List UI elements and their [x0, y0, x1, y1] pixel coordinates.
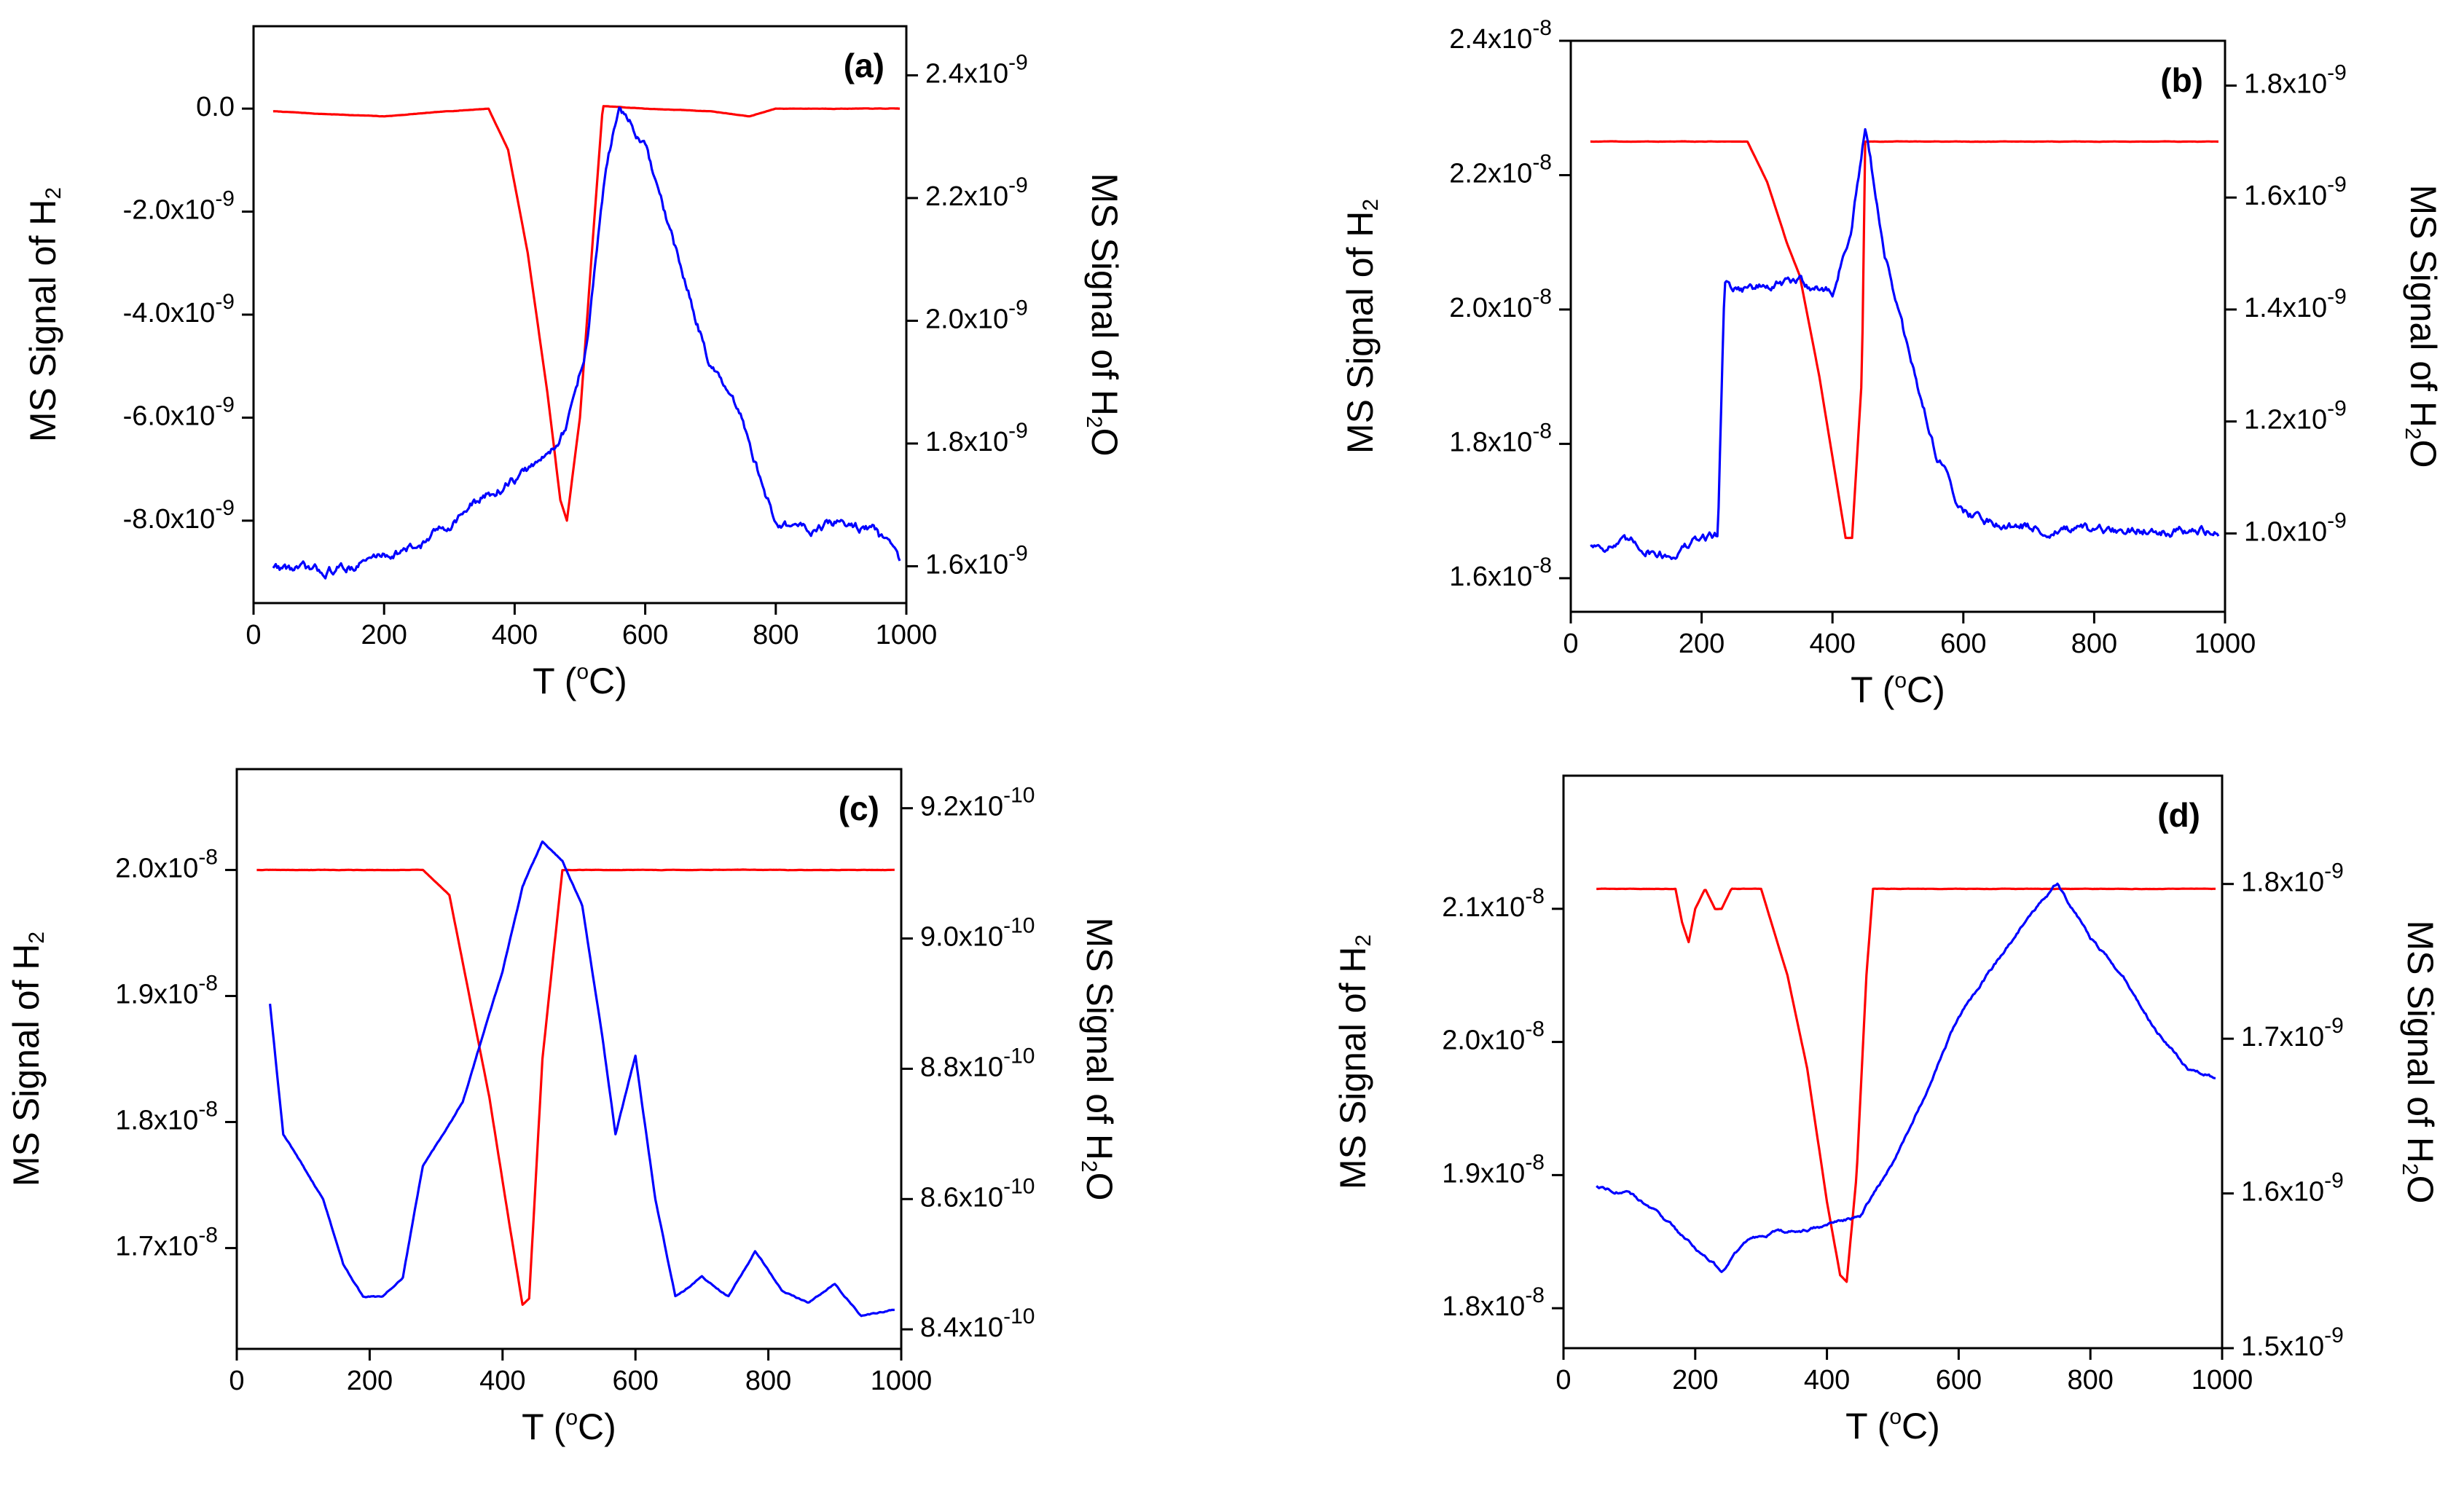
y-left-tick-label: -6.0x10-9 [123, 393, 235, 431]
x-tick-label: 1000 [871, 1366, 933, 1396]
x-tick-label: 200 [347, 1366, 393, 1396]
y-left-tick-label: -8.0x10-9 [123, 496, 235, 535]
y-right-tick-label: 1.5x10-9 [2241, 1323, 2344, 1362]
y-right-tick-label: 8.6x10-10 [920, 1174, 1035, 1213]
x-axis-title: T (oC) [533, 660, 627, 701]
y-right-tick-label: 1.8x10-9 [925, 419, 1028, 457]
y-left-tick-label: 2.0x10-8 [115, 845, 218, 883]
x-tick-label: 1000 [2192, 1365, 2253, 1396]
panel-label: (d) [2157, 796, 2200, 834]
panel-label: (a) [844, 47, 884, 84]
y-right-tick-label: 1.7x10-9 [2241, 1014, 2344, 1052]
x-axis-title: T (oC) [1851, 669, 1945, 710]
y-right-tick-label: 9.0x10-10 [920, 913, 1035, 952]
x-tick-label: 1000 [876, 620, 938, 650]
x-tick-label: 200 [361, 620, 407, 650]
y-left-tick-label: 1.7x10-8 [115, 1223, 218, 1261]
series-line-h2o [1590, 127, 2220, 560]
x-tick-label: 400 [1804, 1365, 1850, 1396]
x-tick-label: 200 [1672, 1365, 1718, 1396]
y-right-axis-title: MS Signal of H2O [1077, 917, 1120, 1200]
plot-frame [235, 768, 903, 1350]
y-left-axis-title: MS Signal of H2 [1340, 199, 1383, 454]
y-left-tick-label: -2.0x10-9 [123, 186, 235, 225]
panel-a: 0 200 400 600 800 1000 -8.0x10-9 -6.0x10-9 -4.0x… [23, 25, 1125, 701]
series-line-h2 [1590, 140, 2218, 540]
y-right-tick-label: 8.4x10-10 [920, 1304, 1035, 1343]
x-tick-label: 0 [229, 1366, 244, 1396]
plot-frame [1562, 774, 2224, 1350]
panel-d: 0 200 400 600 800 1000 1.8x10-8 1.9x10-8 2.0x10-… [1333, 774, 2441, 1446]
y-left-tick-label: 2.0x10-8 [1449, 285, 1552, 323]
panel-label: (c) [839, 790, 879, 827]
x-axis-title: T (oC) [1845, 1405, 1940, 1446]
panel-b: 0 200 400 600 800 1000 1.6x10-8 1.8x10-8 2.0x10-… [1340, 16, 2444, 710]
y-right-axis-title: MS Signal of H2O [2398, 920, 2441, 1203]
x-tick-label: 600 [1936, 1365, 1982, 1396]
y-left-tick-label: 2.4x10-8 [1449, 16, 1552, 55]
plot-frame [252, 25, 908, 605]
x-tick-label: 400 [1809, 629, 1855, 659]
x-tick-label: 1000 [2194, 629, 2256, 659]
y-right-tick-label: 2.2x10-9 [925, 173, 1028, 212]
y-left-tick-label: 1.9x10-8 [115, 971, 218, 1009]
y-left-axis-title: MS Signal of H2 [6, 932, 49, 1186]
y-left-tick-label: 2.0x10-8 [1442, 1017, 1545, 1056]
y-right-tick-label: 8.8x10-10 [920, 1044, 1035, 1082]
y-right-tick-label: 2.4x10-9 [925, 50, 1028, 89]
y-left-tick-label: -4.0x10-9 [123, 290, 235, 328]
y-right-axis-title: MS Signal of H2O [2401, 184, 2444, 468]
plot-frame [1569, 39, 2226, 613]
x-tick-label: 200 [1679, 629, 1725, 659]
x-tick-label: 800 [2067, 1365, 2113, 1396]
x-tick-label: 800 [753, 620, 799, 650]
y-right-axis-title: MS Signal of H2O [1082, 173, 1125, 456]
y-right-tick-label: 9.2x10-10 [920, 784, 1035, 822]
y-right-tick-label: 1.8x10-9 [2244, 60, 2347, 99]
y-left-axis-title: MS Signal of H2 [1333, 934, 1376, 1189]
y-right-tick-label: 1.4x10-9 [2244, 285, 2347, 323]
y-left-axis-title: MS Signal of H2 [23, 187, 66, 442]
y-left-tick-label: 1.6x10-8 [1449, 554, 1552, 592]
x-tick-label: 600 [612, 1366, 658, 1396]
series-line-h2o [269, 840, 895, 1318]
series-line-h2o [272, 106, 901, 580]
y-left-tick-label: 1.8x10-8 [115, 1097, 218, 1135]
panel-label: (b) [2160, 61, 2203, 99]
y-right-tick-label: 1.6x10-9 [2244, 173, 2347, 211]
series-line-h2 [1596, 887, 2216, 1283]
panel-c: 0 200 400 600 800 1000 1.7x10-8 1.8x10-8 1.9x10-… [6, 768, 1120, 1447]
x-tick-label: 0 [1555, 1365, 1571, 1396]
x-tick-label: 0 [1563, 629, 1578, 659]
y-left-tick-label: 0.0 [196, 92, 235, 122]
series-line-h2o [1596, 882, 2216, 1273]
x-tick-label: 800 [2071, 629, 2117, 659]
series-line-h2 [272, 105, 900, 522]
y-left-tick-label: 1.9x10-8 [1442, 1150, 1545, 1189]
x-tick-label: 0 [246, 620, 261, 650]
y-right-tick-label: 1.2x10-9 [2244, 397, 2347, 436]
y-right-tick-label: 2.0x10-9 [925, 296, 1028, 334]
x-tick-label: 400 [492, 620, 538, 650]
y-right-tick-label: 1.6x10-9 [925, 541, 1028, 580]
series-line-h2 [256, 868, 895, 1306]
x-tick-label: 600 [622, 620, 668, 650]
y-right-tick-label: 1.6x10-9 [2241, 1168, 2344, 1207]
y-left-tick-label: 2.2x10-8 [1449, 150, 1552, 189]
y-left-tick-label: 1.8x10-8 [1449, 419, 1552, 457]
x-axis-title: T (oC) [522, 1406, 616, 1447]
y-right-tick-label: 1.8x10-9 [2241, 859, 2344, 898]
y-left-tick-label: 2.1x10-8 [1442, 884, 1545, 923]
x-tick-label: 400 [479, 1366, 525, 1396]
y-right-tick-label: 1.0x10-9 [2244, 508, 2347, 547]
x-tick-label: 800 [745, 1366, 791, 1396]
y-left-tick-label: 1.8x10-8 [1442, 1283, 1545, 1322]
x-tick-label: 600 [1940, 629, 1986, 659]
